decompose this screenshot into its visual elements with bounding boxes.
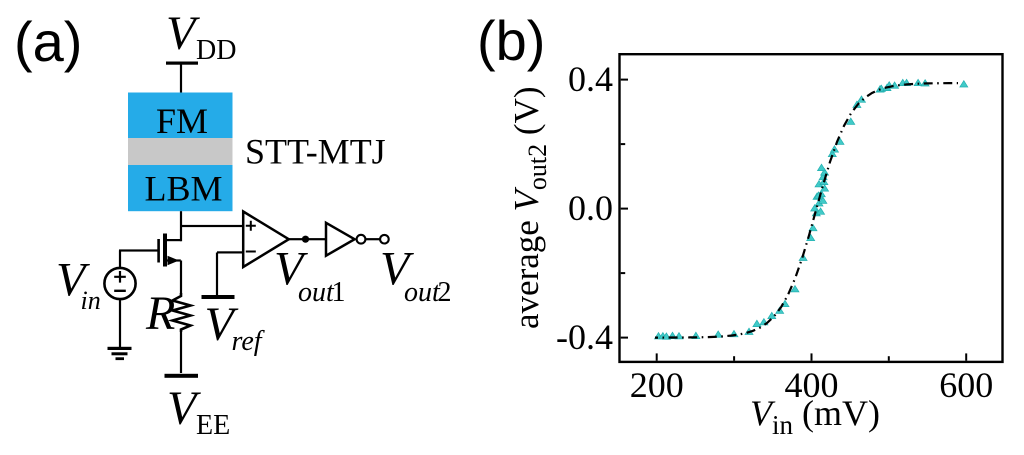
svg-text:(b): (b) (477, 9, 545, 72)
svg-text:V: V (56, 254, 90, 307)
svg-text:V: V (166, 7, 200, 60)
svg-text:DD: DD (196, 35, 236, 66)
svg-text:0.0: 0.0 (568, 188, 613, 228)
svg-text:out: out (298, 277, 335, 308)
svg-text:2: 2 (438, 277, 452, 308)
svg-text:EE: EE (196, 410, 230, 441)
svg-text:FM: FM (156, 101, 208, 141)
svg-text:Vin (mV): Vin (mV) (750, 393, 880, 440)
svg-text:0.4: 0.4 (568, 59, 613, 99)
svg-text:out: out (404, 277, 441, 308)
svg-text:V: V (167, 382, 201, 435)
svg-text:average Vout2 (V): average Vout2 (V) (507, 86, 552, 329)
svg-text:400: 400 (785, 365, 839, 405)
svg-text:200: 200 (630, 365, 684, 405)
svg-text:ref: ref (232, 326, 265, 357)
svg-text:in: in (81, 286, 101, 315)
svg-text:V: V (380, 243, 414, 296)
svg-text:-0.4: -0.4 (556, 317, 613, 357)
svg-text:(a): (a) (14, 10, 82, 73)
svg-text:V: V (274, 243, 308, 296)
svg-text:R: R (145, 287, 175, 340)
svg-text:V: V (205, 298, 239, 351)
svg-text:600: 600 (939, 365, 993, 405)
svg-text:LBM: LBM (145, 169, 223, 209)
svg-text:1: 1 (332, 277, 346, 308)
svg-text:STT-MTJ: STT-MTJ (245, 132, 386, 172)
